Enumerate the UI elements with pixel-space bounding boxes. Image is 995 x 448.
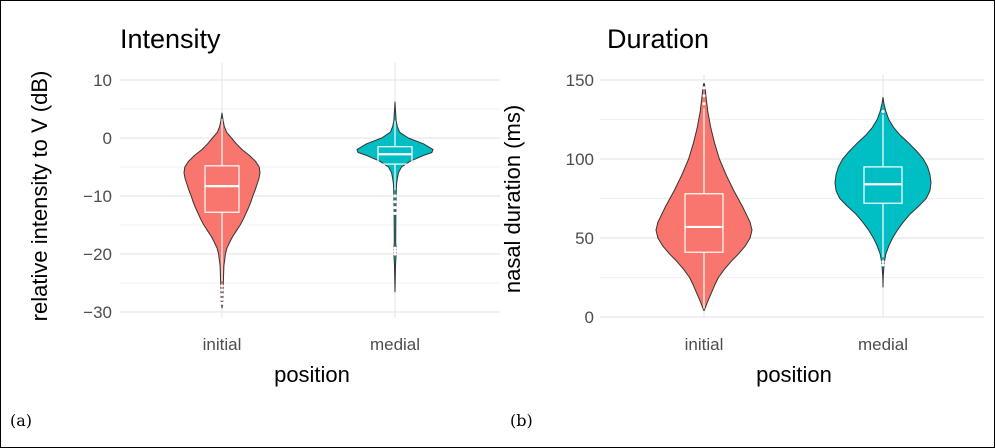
chart-panel-intensity: 10 0 −10 −20 −30 initial medial Intensity positi… <box>27 24 500 387</box>
y-tick-label: 150 <box>566 71 594 90</box>
y-tick-label: 10 <box>93 71 112 90</box>
y-tick-label: −20 <box>83 245 112 264</box>
outlier-point-initial <box>702 102 706 106</box>
x-tick-label: medial <box>370 335 420 354</box>
caption-a: (a) <box>10 411 33 430</box>
outlier-point-medial <box>393 252 397 256</box>
box-initial <box>204 165 240 213</box>
x-axis-label: position <box>274 362 350 387</box>
x-axis-label: position <box>756 362 832 387</box>
outlier-point-medial <box>881 110 885 114</box>
x-tick-label: initial <box>685 335 724 354</box>
box-initial <box>684 193 724 253</box>
outlier-point-initial <box>220 288 224 292</box>
chart-panel-duration: 150 100 50 0 initial medial Duration position na… <box>500 24 984 387</box>
y-tick-label: 0 <box>103 129 112 148</box>
violin-initial <box>183 112 261 309</box>
outlier-point-initial <box>702 94 706 98</box>
outlier-point-medial <box>881 260 885 264</box>
outlier-point-initial <box>220 297 224 301</box>
y-tick-label: 0 <box>585 308 594 327</box>
outlier-point-medial <box>393 249 397 253</box>
violin-initial <box>655 81 753 312</box>
y-tick-label: −30 <box>83 303 112 322</box>
outlier-point-medial <box>393 246 397 250</box>
outlier-point-medial <box>393 211 397 215</box>
outlier-point-medial <box>393 206 397 210</box>
y-tick-label: −10 <box>83 187 112 206</box>
chart-title: Intensity <box>120 24 221 54</box>
chart-title: Duration <box>607 24 709 54</box>
y-tick-label: 100 <box>566 150 594 169</box>
x-tick-label: medial <box>858 335 908 354</box>
outlier-point-medial <box>393 194 397 198</box>
outlier-point-initial <box>220 284 224 288</box>
outlier-point-medial <box>393 200 397 204</box>
y-axis-label: relative intensity to V (dB) <box>27 71 52 322</box>
violin-medial <box>834 96 932 288</box>
caption-b: (b) <box>510 411 533 430</box>
outlier-point-initial <box>220 293 224 297</box>
box-medial <box>377 146 413 165</box>
outlier-point-medial <box>881 263 885 267</box>
y-axis-label: nasal duration (ms) <box>500 105 525 293</box>
outlier-point-initial <box>220 301 224 305</box>
x-tick-label: initial <box>203 335 242 354</box>
outlier-point-initial <box>702 86 706 90</box>
outlier-point-initial <box>702 79 706 84</box>
y-tick-label: 50 <box>575 229 594 248</box>
